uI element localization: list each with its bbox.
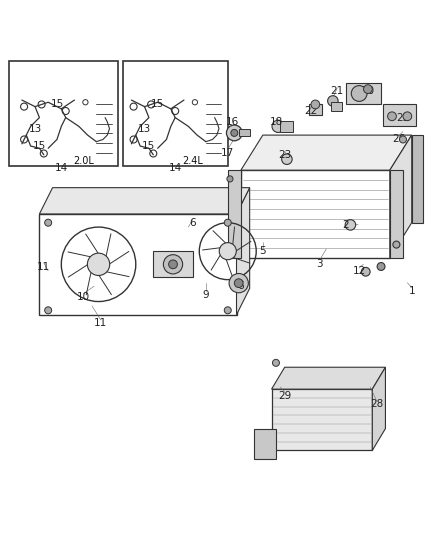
Text: 6: 6	[237, 281, 244, 291]
Text: 16: 16	[226, 117, 239, 127]
Bar	[123, 61, 228, 166]
Text: 10: 10	[77, 292, 90, 302]
Text: 20: 20	[361, 86, 374, 96]
Polygon shape	[241, 135, 412, 170]
Circle shape	[328, 96, 338, 106]
Text: 26: 26	[392, 134, 405, 144]
Bar	[280, 120, 293, 132]
Circle shape	[377, 263, 385, 270]
Circle shape	[229, 273, 248, 293]
Text: 15: 15	[50, 100, 64, 109]
Circle shape	[45, 219, 52, 226]
Bar	[9, 61, 118, 166]
Text: 15: 15	[33, 141, 46, 151]
Circle shape	[361, 268, 370, 276]
Text: 2.4L: 2.4L	[182, 156, 203, 166]
Circle shape	[227, 176, 233, 182]
Text: 5: 5	[259, 246, 266, 256]
Circle shape	[364, 85, 372, 93]
Circle shape	[163, 255, 183, 274]
Circle shape	[87, 253, 110, 276]
Text: 15: 15	[151, 100, 164, 109]
Circle shape	[224, 307, 231, 314]
Circle shape	[219, 243, 237, 260]
Polygon shape	[272, 389, 372, 450]
Polygon shape	[412, 135, 423, 223]
Text: 17: 17	[221, 148, 234, 158]
Text: 1: 1	[408, 286, 415, 296]
Bar	[241, 170, 390, 258]
Bar	[228, 170, 241, 258]
Text: 3: 3	[316, 260, 323, 269]
Circle shape	[272, 120, 284, 133]
Text: 22: 22	[304, 106, 318, 116]
Text: 2: 2	[343, 220, 350, 230]
Text: 11: 11	[37, 262, 50, 271]
Circle shape	[272, 359, 279, 366]
Polygon shape	[39, 188, 250, 214]
Circle shape	[227, 246, 233, 252]
Text: 13: 13	[138, 124, 151, 134]
Polygon shape	[383, 104, 416, 126]
Text: 13: 13	[28, 124, 42, 134]
Circle shape	[311, 100, 320, 109]
Circle shape	[231, 130, 238, 136]
Circle shape	[282, 154, 292, 165]
Circle shape	[351, 86, 367, 101]
Text: 9: 9	[202, 290, 209, 300]
Bar	[153, 251, 193, 278]
Circle shape	[169, 260, 177, 269]
Polygon shape	[346, 83, 381, 104]
Bar	[239, 130, 250, 136]
Text: 21: 21	[331, 86, 344, 96]
Circle shape	[399, 136, 406, 143]
Text: 14: 14	[55, 163, 68, 173]
Polygon shape	[237, 188, 250, 314]
Circle shape	[345, 220, 356, 230]
Text: 29: 29	[278, 391, 291, 401]
Polygon shape	[390, 135, 412, 258]
Circle shape	[388, 112, 396, 120]
Bar	[309, 104, 322, 115]
Text: 15: 15	[142, 141, 155, 151]
Bar	[331, 102, 342, 111]
Circle shape	[403, 112, 412, 120]
Text: 25: 25	[396, 112, 410, 123]
Circle shape	[45, 307, 52, 314]
Text: 14: 14	[169, 163, 182, 173]
Circle shape	[234, 279, 243, 287]
Bar	[390, 170, 403, 258]
Text: 2.0L: 2.0L	[73, 156, 94, 166]
Text: 6: 6	[189, 217, 196, 228]
Polygon shape	[372, 367, 385, 450]
Text: 11: 11	[94, 318, 107, 328]
Text: 28: 28	[370, 399, 383, 409]
Text: 18: 18	[269, 117, 283, 127]
Bar	[39, 214, 237, 314]
Circle shape	[224, 219, 231, 226]
Circle shape	[393, 241, 400, 248]
Text: 12: 12	[353, 266, 366, 276]
Bar	[254, 429, 276, 459]
Text: 23: 23	[278, 150, 291, 160]
Circle shape	[226, 125, 242, 141]
Polygon shape	[272, 367, 385, 389]
